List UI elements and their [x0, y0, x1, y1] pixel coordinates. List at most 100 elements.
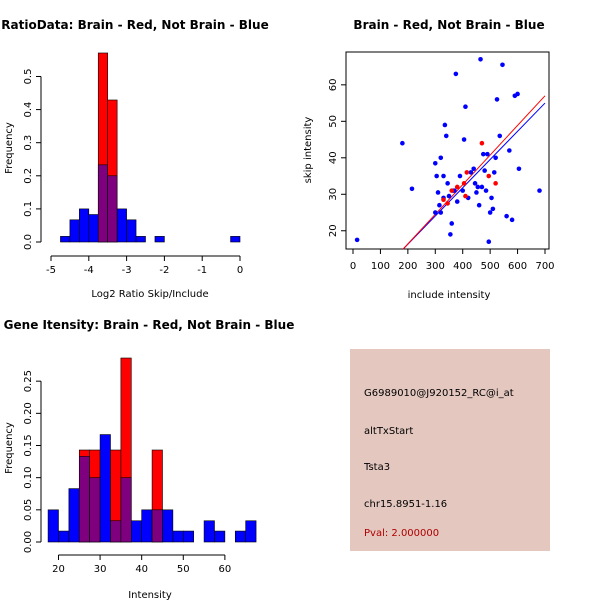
not-brain-bar — [234, 530, 246, 543]
y-tick-label: 40 — [328, 151, 339, 164]
brain-point — [454, 184, 460, 190]
not-brain-point — [454, 199, 460, 204]
not-brain-bar — [203, 520, 215, 543]
x-tick-label: -4 — [84, 265, 94, 276]
not-brain-point — [504, 213, 509, 219]
not-brain-point — [354, 237, 360, 243]
not-brain-bar — [141, 509, 153, 543]
not-brain-point — [442, 122, 448, 128]
brain-point — [493, 181, 498, 186]
not-brain-point — [409, 186, 415, 192]
not-brain-point — [438, 155, 444, 161]
info-location: chr15.8951-1.16 — [364, 499, 447, 510]
not-brain-point — [468, 170, 474, 175]
not-brain-point — [453, 71, 459, 77]
y-tick-label: 0.05 — [23, 499, 34, 521]
not-brain-point — [446, 193, 452, 199]
not-brain-bar — [230, 236, 241, 243]
x-tick-label: 400 — [453, 261, 472, 272]
not-brain-bar — [126, 219, 137, 243]
intensity-histogram-title: Gene Itensity: Brain - Red, Not Brain - … — [4, 318, 295, 332]
not-brain-bar — [130, 520, 142, 543]
x-tick-label: 50 — [177, 564, 190, 575]
not-brain-bar — [60, 236, 71, 243]
not-brain-point — [482, 168, 487, 173]
not-brain-point — [400, 140, 405, 146]
y-tick-label: 50 — [328, 115, 339, 128]
x-tick-label: -5 — [46, 265, 56, 276]
x-tick-label: 200 — [398, 261, 417, 272]
x-tick-label: 60 — [219, 564, 232, 575]
not-brain-point — [491, 170, 497, 175]
not-brain-bar — [79, 208, 90, 243]
brain-point — [486, 173, 492, 179]
not-brain-point — [493, 155, 498, 161]
not-brain-point — [441, 173, 446, 179]
not-brain-fit-line — [402, 102, 546, 250]
info-gene-symbol: Tsta3 — [363, 462, 390, 473]
y-tick-label: 0.5 — [23, 69, 34, 85]
not-brain-point — [432, 160, 438, 166]
scatter-ylabel: skip intensity — [303, 117, 314, 184]
y-tick-label: 0.00 — [23, 531, 34, 553]
brain-point — [441, 197, 446, 203]
not-brain-point — [438, 210, 444, 215]
ratio-histogram-panel: RatioData: Brain - Red, Not Brain - Blue… — [1, 18, 268, 300]
ratio-histogram-xlabel: Log2 Ratio Skip/Include — [91, 289, 208, 300]
not-brain-bar — [245, 520, 257, 543]
not-brain-point — [432, 210, 438, 215]
overlap-bar — [78, 456, 90, 543]
y-tick-label: 30 — [328, 188, 339, 201]
brain-point — [445, 201, 450, 206]
x-tick-label: 40 — [135, 564, 148, 575]
not-brain-point — [471, 166, 476, 172]
x-tick-label: 30 — [94, 564, 107, 575]
not-brain-bar — [58, 530, 70, 543]
y-tick-label: 0.0 — [23, 234, 34, 250]
overlap-bar — [151, 509, 163, 543]
y-tick-label: 0.2 — [23, 168, 34, 184]
x-tick-label: 20 — [52, 564, 65, 575]
not-brain-bar — [99, 434, 111, 543]
y-tick-label: 0.10 — [23, 467, 34, 489]
not-brain-bar — [135, 236, 146, 243]
not-brain-bar — [116, 208, 127, 243]
scatter-title: Brain - Red, Not Brain - Blue — [353, 18, 544, 32]
x-tick-label: 300 — [426, 261, 445, 272]
y-tick-label: 0.20 — [23, 402, 34, 424]
x-tick-label: 0 — [237, 265, 243, 276]
not-brain-point — [457, 173, 463, 179]
brain-point — [479, 140, 485, 146]
not-brain-bar — [154, 236, 165, 243]
info-pval: Pval: 2.000000 — [364, 528, 439, 539]
not-brain-point — [435, 190, 441, 195]
overlap-bar — [97, 164, 108, 243]
y-tick-label: 0.4 — [23, 102, 34, 118]
y-tick-label: 0.15 — [23, 434, 34, 456]
info-probe-id: G6989010@J920152_RC@i_at — [364, 388, 514, 399]
intensity-histogram-panel: Gene Itensity: Brain - Red, Not Brain - … — [4, 318, 295, 600]
scatter-plot-box — [345, 51, 550, 250]
x-tick-label: 100 — [371, 261, 390, 272]
y-tick-label: 0.3 — [23, 135, 34, 151]
x-tick-label: -1 — [197, 265, 207, 276]
intensity-histogram-xlabel: Intensity — [128, 590, 172, 600]
not-brain-point — [515, 91, 520, 97]
y-tick-label: 60 — [328, 78, 339, 91]
not-brain-point — [509, 217, 515, 223]
not-brain-point — [460, 188, 466, 193]
intensity-histogram-ylabel: Frequency — [4, 422, 15, 474]
not-brain-point — [461, 137, 467, 142]
x-tick-label: 0 — [350, 261, 356, 272]
not-brain-bar — [68, 488, 80, 543]
not-brain-point — [480, 151, 486, 157]
not-brain-point — [449, 221, 455, 226]
y-tick-label: 20 — [328, 224, 339, 237]
info-panel: G6989010@J920152_RC@i_at altTxStart Tsta… — [350, 349, 550, 551]
not-brain-bar — [47, 509, 59, 543]
not-brain-bar — [172, 530, 184, 543]
not-brain-point — [463, 104, 468, 110]
x-tick-label: -2 — [159, 265, 169, 276]
scatter-xlabel: include intensity — [408, 290, 491, 301]
